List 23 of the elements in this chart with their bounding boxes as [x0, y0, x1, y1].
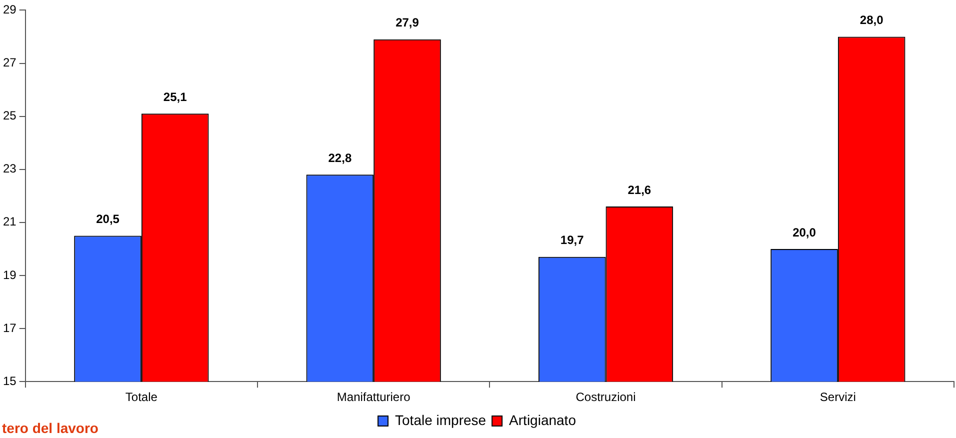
- legend-label: Artigianato: [509, 412, 576, 428]
- data-label: 27,9: [396, 16, 420, 30]
- x-tick-label: Manifatturiero: [336, 390, 411, 404]
- x-tick-label: Totale: [125, 390, 158, 404]
- data-label: 20,0: [792, 225, 816, 240]
- y-tick-label: 19: [2, 268, 17, 282]
- y-tick-label: 15: [2, 374, 17, 388]
- data-label: 25,1: [163, 90, 188, 104]
- y-tick-label: 17: [2, 320, 17, 335]
- x-tick-label: Costruzioni: [576, 390, 636, 404]
- data-label: 28,0: [860, 13, 884, 28]
- data-label: 19,7: [560, 233, 584, 248]
- data-label: 20,5: [96, 212, 120, 226]
- y-tick-label: 27: [2, 56, 17, 70]
- y-tick-label: 23: [2, 162, 17, 176]
- y-tick-label: 25: [2, 108, 17, 123]
- y-tick-label: 29: [2, 2, 17, 17]
- data-label: 21,6: [628, 182, 652, 197]
- x-tick-label: Servizi: [820, 390, 856, 404]
- y-tick-label: 21: [2, 214, 17, 229]
- data-label: 22,8: [328, 150, 352, 165]
- legend-label: Totale imprese: [395, 412, 486, 428]
- text: tero del lavoro: [2, 420, 98, 436]
